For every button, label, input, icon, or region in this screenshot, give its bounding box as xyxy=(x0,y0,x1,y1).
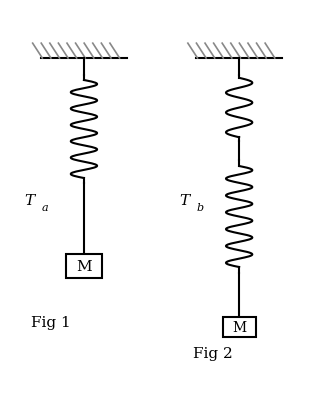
Bar xyxy=(66,255,102,278)
Bar xyxy=(223,318,256,337)
Text: b: b xyxy=(197,202,204,212)
Text: a: a xyxy=(42,202,48,212)
Text: T: T xyxy=(25,194,35,207)
Text: Fig 1: Fig 1 xyxy=(31,316,71,329)
Text: M: M xyxy=(232,320,246,334)
Text: T: T xyxy=(180,194,190,207)
Text: Fig 2: Fig 2 xyxy=(193,346,233,360)
Text: M: M xyxy=(76,259,92,273)
